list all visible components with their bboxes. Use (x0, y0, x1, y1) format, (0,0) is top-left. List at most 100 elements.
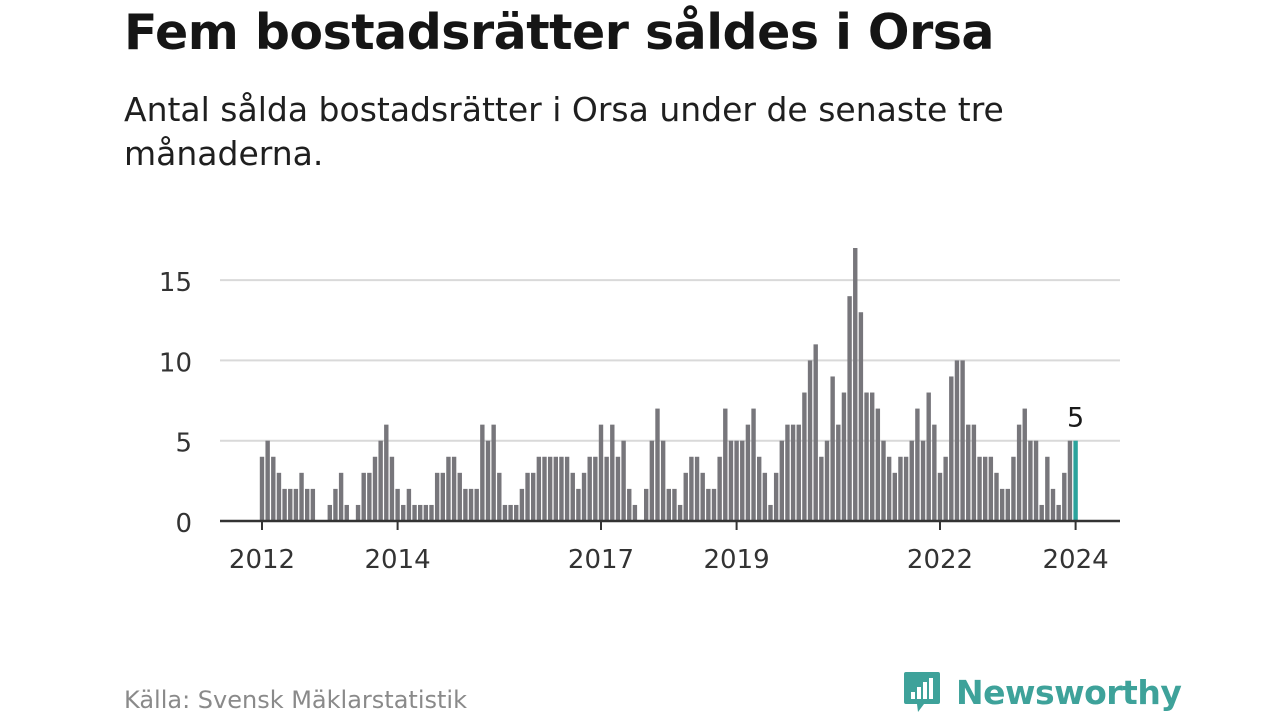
bar (576, 488, 581, 521)
bar (796, 424, 801, 521)
bar (881, 440, 886, 521)
bar (627, 488, 632, 521)
newsworthy-logo[interactable]: Newsworthy (902, 670, 1182, 714)
bar (966, 424, 971, 521)
bar (615, 456, 621, 521)
bar (824, 440, 830, 521)
bar (621, 440, 626, 521)
bar (423, 504, 429, 521)
bar (1067, 440, 1073, 521)
bar (790, 424, 796, 521)
bar (926, 392, 931, 521)
bar (412, 504, 417, 521)
bar (977, 456, 982, 521)
bar (1005, 488, 1010, 521)
bar (553, 456, 558, 521)
bar (474, 488, 479, 521)
bar (847, 296, 852, 521)
bar-highlight (1073, 440, 1078, 521)
bar (604, 456, 609, 521)
bar (542, 456, 547, 521)
x-axis: 2012 2014 2017 2019 2022 2024 (220, 519, 1120, 575)
bar (762, 472, 768, 521)
bar (728, 440, 734, 521)
bar (672, 488, 677, 521)
bar (757, 456, 762, 521)
brand-name: Newsworthy (956, 672, 1182, 712)
bar (389, 456, 395, 521)
bar (903, 456, 909, 521)
bar (886, 456, 892, 521)
bar (740, 440, 745, 521)
bar (694, 456, 700, 521)
bar (841, 392, 847, 521)
bar (401, 504, 406, 521)
bar (988, 456, 994, 521)
bar (1022, 408, 1027, 521)
bar (406, 488, 412, 521)
annotations: 5 (1067, 403, 1084, 434)
bar (971, 424, 977, 521)
bar (418, 504, 423, 521)
bar (564, 456, 570, 521)
bar (293, 488, 299, 521)
bar (768, 504, 773, 521)
bar (751, 408, 756, 521)
bar (440, 472, 445, 521)
bar (870, 392, 875, 521)
y-tick-label: 10 (159, 348, 192, 378)
bar (632, 504, 638, 521)
x-tick-label: 2024 (1043, 545, 1109, 575)
bar (288, 488, 293, 521)
bars (259, 248, 1078, 521)
bar (299, 472, 304, 521)
bar (717, 456, 722, 521)
bar (593, 456, 598, 521)
bar (429, 504, 434, 521)
bar (271, 456, 276, 521)
bar (463, 488, 468, 521)
bar (660, 440, 666, 521)
bar (434, 472, 440, 521)
bar (734, 440, 739, 521)
bar (644, 488, 649, 521)
bar (683, 472, 688, 521)
bar (999, 488, 1005, 521)
bar (338, 472, 344, 521)
bar (920, 440, 926, 521)
bar (677, 504, 683, 521)
bar (1028, 440, 1033, 521)
bar (807, 360, 813, 521)
x-tick-label: 2017 (568, 545, 634, 575)
bar (875, 408, 881, 521)
y-tick-label: 5 (175, 429, 192, 459)
y-axis-ticks: 0 5 10 15 (159, 268, 192, 539)
bar (700, 472, 705, 521)
bar (892, 472, 897, 521)
bar (1050, 488, 1056, 521)
bar (355, 504, 361, 521)
bar (525, 472, 530, 521)
bar (954, 360, 960, 521)
bar (276, 472, 282, 521)
bar (344, 504, 349, 521)
bar (519, 488, 525, 521)
bar (451, 456, 457, 521)
x-tick-label: 2012 (229, 545, 295, 575)
bar (491, 424, 496, 521)
bar (1056, 504, 1061, 521)
bar (531, 472, 536, 521)
newsworthy-icon (904, 672, 940, 712)
bar (706, 488, 711, 521)
bar (587, 456, 592, 521)
bar (395, 488, 400, 521)
bar (983, 456, 988, 521)
bar (655, 408, 660, 521)
bar (282, 488, 287, 521)
bar (559, 456, 564, 521)
bar (1011, 456, 1016, 521)
bar (649, 440, 655, 521)
bar (785, 424, 790, 521)
data-label: 5 (1067, 403, 1084, 434)
